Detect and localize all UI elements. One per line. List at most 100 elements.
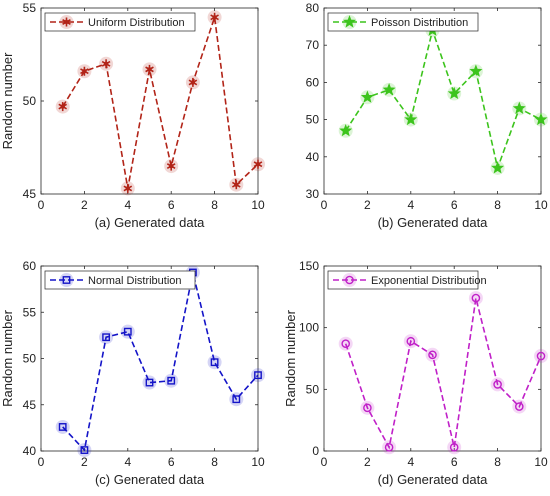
- data-point: [143, 62, 157, 76]
- data-point: [56, 420, 70, 434]
- x-tick-label: 0: [38, 198, 45, 212]
- y-tick-label: 50: [306, 113, 320, 127]
- data-point: [469, 291, 483, 305]
- data-point: [229, 178, 243, 192]
- y-axis-label: Random number: [0, 52, 15, 149]
- marker-core: [126, 186, 130, 190]
- x-tick-label: 2: [81, 455, 88, 469]
- x-tick-label: 6: [168, 455, 175, 469]
- marker-halo: [512, 400, 526, 414]
- legend-marker: [60, 273, 74, 287]
- data-point: [491, 161, 505, 175]
- x-tick-label: 10: [534, 198, 548, 212]
- y-tick-label: 55: [23, 1, 37, 15]
- data-point: [251, 368, 265, 382]
- panel-caption: (b) Generated data: [378, 215, 489, 230]
- x-tick-label: 6: [451, 198, 458, 212]
- y-tick-label: 45: [23, 187, 37, 201]
- legend-label: Exponential Distribution: [371, 275, 487, 287]
- marker-halo: [404, 334, 418, 348]
- data-point: [99, 57, 113, 71]
- marker-halo: [426, 348, 440, 362]
- data-point: [360, 401, 374, 415]
- marker-halo: [229, 392, 243, 406]
- panel-2: 0246810304050607080(b) Generated dataPoi…: [306, 1, 548, 230]
- x-tick-label: 6: [168, 198, 175, 212]
- legend: Normal Distribution: [45, 271, 195, 289]
- y-axis-label: Random number: [0, 309, 15, 406]
- legend: Uniform Distribution: [45, 13, 195, 31]
- x-tick-label: 4: [407, 198, 414, 212]
- y-tick-label: 100: [299, 321, 319, 335]
- x-tick-label: 8: [211, 455, 218, 469]
- panel-3: 02468104045505560Random number(c) Genera…: [0, 259, 265, 487]
- marker-core: [64, 20, 68, 24]
- data-point: [404, 113, 418, 127]
- y-tick-label: 40: [306, 150, 320, 164]
- data-point: [77, 443, 91, 457]
- marker-halo: [382, 440, 396, 454]
- panel-1: 0246810455055Random number(a) Generated …: [0, 1, 265, 230]
- marker-core: [147, 67, 151, 71]
- legend-marker: [343, 15, 357, 29]
- marker-halo: [56, 420, 70, 434]
- data-point: [143, 376, 157, 390]
- data-point: [469, 64, 483, 78]
- data-point: [121, 181, 135, 195]
- data-point: [512, 400, 526, 414]
- y-axis-label: Random number: [283, 309, 298, 406]
- marker-core: [234, 183, 238, 187]
- x-tick-label: 4: [124, 198, 131, 212]
- marker-halo: [60, 273, 74, 287]
- data-point: [404, 334, 418, 348]
- legend-label: Normal Distribution: [88, 275, 182, 287]
- marker-halo: [143, 376, 157, 390]
- data-point: [512, 101, 526, 115]
- y-tick-label: 60: [306, 75, 320, 89]
- y-tick-label: 30: [306, 187, 320, 201]
- y-tick-label: 0: [312, 444, 319, 458]
- data-point: [56, 100, 70, 114]
- x-tick-label: 10: [534, 455, 548, 469]
- data-point: [77, 64, 91, 78]
- x-tick-label: 8: [494, 198, 501, 212]
- marker-core: [212, 15, 216, 19]
- marker-halo: [208, 355, 222, 369]
- marker-halo: [99, 330, 113, 344]
- legend-marker: [60, 15, 74, 29]
- data-point: [208, 10, 222, 24]
- y-tick-label: 50: [306, 382, 320, 396]
- panel-caption: (a) Generated data: [95, 215, 206, 230]
- marker-core: [61, 104, 65, 108]
- data-point: [229, 392, 243, 406]
- legend-label: Poisson Distribution: [371, 17, 468, 29]
- marker-core: [104, 62, 108, 66]
- data-point: [382, 83, 396, 97]
- legend-marker: [343, 273, 357, 287]
- panel-caption: (d) Generated data: [378, 472, 489, 487]
- marker-core: [191, 80, 195, 84]
- x-tick-label: 6: [451, 455, 458, 469]
- marker-halo: [360, 401, 374, 415]
- y-tick-label: 80: [306, 1, 320, 15]
- panel-4: 0246810050100150Random number(d) Generat…: [283, 259, 548, 487]
- y-tick-label: 55: [23, 305, 37, 319]
- x-tick-label: 2: [364, 455, 371, 469]
- data-point: [186, 75, 200, 89]
- y-tick-label: 40: [23, 444, 37, 458]
- data-point: [121, 325, 135, 339]
- x-tick-label: 0: [321, 455, 328, 469]
- marker-core: [169, 164, 173, 168]
- marker-halo: [164, 374, 178, 388]
- x-tick-label: 8: [494, 455, 501, 469]
- marker-halo: [534, 349, 548, 363]
- marker-halo: [251, 368, 265, 382]
- y-tick-label: 50: [23, 352, 37, 366]
- panel-caption: (c) Generated data: [95, 472, 205, 487]
- marker-halo: [77, 443, 91, 457]
- x-tick-label: 2: [364, 198, 371, 212]
- marker-halo: [343, 273, 357, 287]
- data-point: [360, 90, 374, 104]
- y-tick-label: 60: [23, 259, 37, 273]
